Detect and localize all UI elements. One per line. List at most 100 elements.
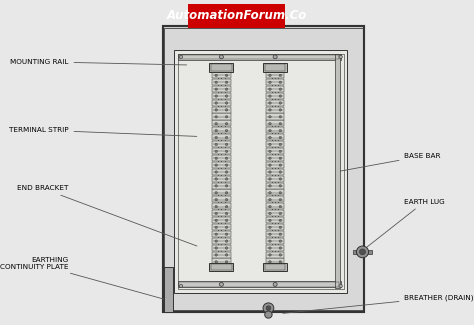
Circle shape: [279, 185, 282, 187]
Circle shape: [225, 136, 228, 139]
Bar: [212, 100, 231, 106]
Circle shape: [279, 88, 282, 90]
Circle shape: [269, 261, 271, 263]
Circle shape: [219, 282, 223, 286]
Bar: [211, 264, 232, 270]
Bar: [266, 155, 284, 161]
Bar: [266, 217, 284, 223]
Circle shape: [356, 246, 369, 258]
Bar: [335, 54, 340, 288]
Bar: [212, 217, 231, 223]
Bar: [178, 281, 341, 287]
Bar: [366, 250, 372, 254]
Bar: [179, 55, 339, 59]
Text: MOUNTING RAIL: MOUNTING RAIL: [10, 59, 187, 65]
Circle shape: [225, 199, 228, 201]
Circle shape: [225, 240, 228, 242]
Circle shape: [225, 254, 228, 256]
Circle shape: [269, 171, 271, 173]
Circle shape: [225, 191, 228, 194]
Circle shape: [279, 261, 282, 263]
Circle shape: [225, 212, 228, 215]
Bar: [164, 266, 173, 312]
Circle shape: [225, 226, 228, 228]
Circle shape: [279, 95, 282, 97]
Circle shape: [269, 212, 271, 215]
Circle shape: [279, 199, 282, 201]
Circle shape: [225, 247, 228, 249]
Bar: [265, 264, 285, 270]
Text: END BRACKET: END BRACKET: [17, 186, 197, 246]
Bar: [266, 100, 284, 106]
Circle shape: [215, 74, 218, 77]
Circle shape: [269, 88, 271, 90]
Circle shape: [215, 129, 218, 132]
Circle shape: [279, 178, 282, 180]
Bar: [212, 169, 231, 175]
Circle shape: [279, 164, 282, 166]
Circle shape: [215, 185, 218, 187]
Bar: [212, 134, 231, 140]
Circle shape: [225, 74, 228, 77]
Circle shape: [279, 171, 282, 173]
Bar: [266, 141, 284, 147]
Circle shape: [269, 136, 271, 139]
Circle shape: [279, 74, 282, 77]
Circle shape: [263, 303, 274, 313]
Bar: [212, 127, 231, 133]
Circle shape: [279, 233, 282, 235]
Bar: [266, 72, 284, 78]
Circle shape: [269, 254, 271, 256]
Bar: [164, 28, 363, 310]
Circle shape: [269, 143, 271, 146]
Circle shape: [215, 143, 218, 146]
Circle shape: [269, 74, 271, 77]
Bar: [266, 148, 284, 154]
Bar: [212, 224, 231, 230]
Circle shape: [269, 123, 271, 125]
Circle shape: [225, 205, 228, 208]
Bar: [163, 26, 364, 312]
Circle shape: [215, 205, 218, 208]
Circle shape: [279, 247, 282, 249]
Bar: [353, 250, 359, 254]
Circle shape: [269, 219, 271, 222]
Circle shape: [215, 157, 218, 160]
Bar: [212, 79, 231, 85]
Bar: [212, 203, 231, 209]
Bar: [266, 252, 284, 258]
Circle shape: [279, 123, 282, 125]
Circle shape: [279, 212, 282, 215]
Circle shape: [225, 123, 228, 125]
Bar: [265, 64, 285, 71]
Circle shape: [269, 233, 271, 235]
Bar: [266, 79, 284, 85]
Bar: [212, 93, 231, 99]
Bar: [266, 196, 284, 202]
Circle shape: [339, 284, 342, 288]
Circle shape: [215, 150, 218, 152]
Bar: [212, 176, 231, 182]
Bar: [212, 162, 231, 168]
Bar: [266, 113, 284, 120]
Circle shape: [225, 185, 228, 187]
Circle shape: [279, 240, 282, 242]
Circle shape: [225, 116, 228, 118]
Circle shape: [279, 226, 282, 228]
Circle shape: [279, 136, 282, 139]
Bar: [266, 93, 284, 99]
Bar: [266, 245, 284, 251]
Circle shape: [279, 157, 282, 160]
Bar: [266, 120, 284, 126]
Bar: [212, 196, 231, 202]
Circle shape: [225, 233, 228, 235]
Text: TERMINAL STRIP: TERMINAL STRIP: [9, 127, 197, 136]
Bar: [212, 258, 231, 265]
Circle shape: [225, 109, 228, 111]
Bar: [263, 263, 287, 271]
Circle shape: [279, 150, 282, 152]
Bar: [266, 169, 284, 175]
Bar: [179, 282, 339, 287]
Circle shape: [269, 109, 271, 111]
Circle shape: [273, 282, 277, 286]
